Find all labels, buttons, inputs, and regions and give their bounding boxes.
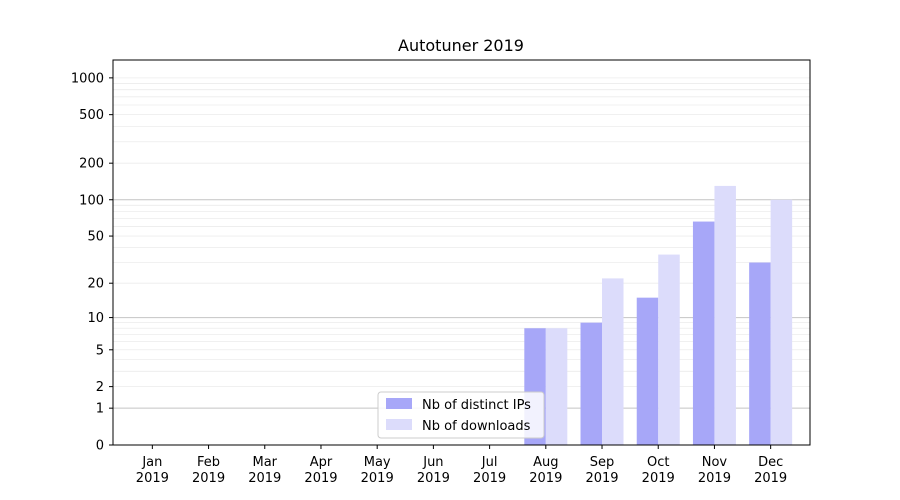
legend-swatch <box>386 398 412 409</box>
x-tick-label: Oct 2019 <box>642 455 675 486</box>
bar <box>749 262 771 445</box>
bar <box>692 221 715 445</box>
y-tick-label: 100 <box>79 193 104 208</box>
y-tick-label: 0 <box>96 439 104 454</box>
y-tick-label: 1000 <box>71 71 104 86</box>
bar <box>770 199 793 445</box>
x-tick-label: Nov 2019 <box>698 455 731 486</box>
legend: Nb of distinct IPs Nb of downloads <box>377 391 545 439</box>
bar <box>580 322 603 445</box>
y-tick-label: 5 <box>96 343 104 358</box>
x-tick-label: Feb 2019 <box>192 455 225 486</box>
bars <box>524 185 793 446</box>
legend-box <box>377 391 545 439</box>
x-tick-label: Jun 2019 <box>417 455 450 486</box>
y-tick-label: 1 <box>96 402 104 417</box>
plot-area-frame <box>112 59 811 446</box>
y-tick-label: 2 <box>96 380 104 395</box>
legend-swatch <box>386 419 412 430</box>
x-axis: Jan 2019 Feb 2019 Mar 2019 Apr 2019 May 2019 Jun 20… <box>136 445 787 486</box>
bar <box>636 297 659 445</box>
bar <box>602 278 624 445</box>
legend-label: Nb of distinct IPs <box>422 398 531 413</box>
y-axis: 0 1 2 5 10 20 50 100 200 500 1000 <box>71 71 113 454</box>
y-tick-label: 50 <box>87 230 104 245</box>
x-tick-label: Apr 2019 <box>304 455 337 486</box>
x-tick-label: Sep 2019 <box>585 455 618 486</box>
bar <box>714 185 736 446</box>
y-tick-label: 200 <box>79 157 104 172</box>
x-tick-label: Jan 2019 <box>136 455 169 486</box>
legend-label: Nb of downloads <box>422 419 531 434</box>
x-tick-label: Mar 2019 <box>248 455 281 486</box>
y-tick-label: 10 <box>87 311 104 326</box>
y-tick-label: 20 <box>87 277 104 292</box>
x-tick-label: Dec 2019 <box>754 455 787 486</box>
bar <box>545 328 568 445</box>
chart-title: Autotuner 2019 <box>398 36 524 55</box>
x-tick-label: Jul 2019 <box>473 455 506 486</box>
y-tick-label: 500 <box>79 108 104 123</box>
x-tick-label: May 2019 <box>361 455 394 486</box>
x-tick-label: Aug 2019 <box>529 455 562 486</box>
bar <box>658 254 680 445</box>
